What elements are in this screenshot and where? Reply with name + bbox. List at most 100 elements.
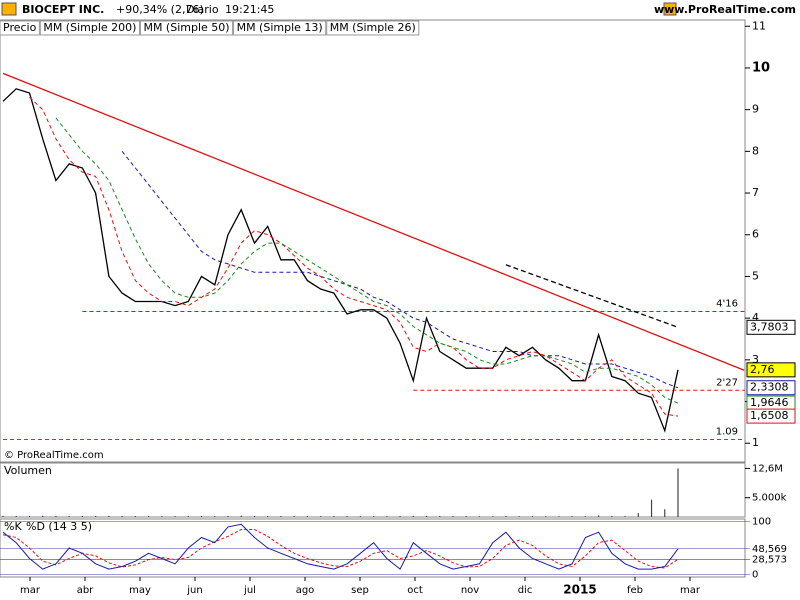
legend-box xyxy=(326,20,420,36)
volume-bar xyxy=(412,515,414,517)
volume-bar xyxy=(121,516,123,517)
volume-bar xyxy=(293,516,295,517)
volume-bar xyxy=(545,516,547,517)
period: Diario xyxy=(186,3,219,16)
value-box-label: 1,6508 xyxy=(750,409,789,422)
y-tick-label: 1 xyxy=(752,436,759,449)
moving-average xyxy=(29,96,679,417)
legend-box xyxy=(39,20,140,36)
volume-bar xyxy=(95,515,97,517)
site: www.ProRealTime.com xyxy=(654,3,796,16)
menu-icon[interactable] xyxy=(1,2,17,16)
volume-bar xyxy=(306,516,309,517)
window-button[interactable] xyxy=(663,2,677,16)
volume-bar xyxy=(320,516,322,517)
x-tick-label: abr xyxy=(77,585,94,596)
volume-bar xyxy=(637,513,639,517)
value-box-label: 2,3308 xyxy=(750,381,789,394)
volume-bar xyxy=(134,516,136,517)
volume-bar xyxy=(187,516,189,517)
volume-bar xyxy=(650,499,653,517)
value-box-label: 2,76 xyxy=(750,363,775,376)
y-tick-label: 8 xyxy=(752,144,759,157)
volume-bar xyxy=(108,515,110,517)
symbol: BIOCEPT INC. xyxy=(22,3,104,16)
y-tick-label: 0 xyxy=(752,569,758,580)
volume-bar xyxy=(280,516,282,517)
legend: Precio MM (Simple 200) MM (Simple 50) MM (S… xyxy=(0,20,420,36)
y-tick-label: 9 xyxy=(752,103,759,116)
x-tick-label: sep xyxy=(351,585,369,596)
volume-bar xyxy=(571,516,573,517)
trendline xyxy=(2,72,745,371)
volume-bar xyxy=(478,516,481,517)
panel-label: Volumen xyxy=(4,464,52,477)
y-tick-label: 7 xyxy=(752,186,759,199)
x-tick-label: jul xyxy=(243,585,256,596)
volume-bar xyxy=(28,516,31,517)
x-tick-label: nov xyxy=(461,585,479,596)
y-tick-label: 28,573 xyxy=(752,554,787,565)
volume-bar xyxy=(161,516,163,517)
volume-bar xyxy=(439,516,441,517)
price-line xyxy=(2,88,679,433)
y-tick-label: 10 xyxy=(752,60,770,75)
volume-bar xyxy=(597,515,600,517)
moving-average xyxy=(121,150,679,389)
value-box-label: 1,9646 xyxy=(750,396,789,409)
volume-bar xyxy=(42,515,44,517)
main-panel xyxy=(0,19,746,463)
moving-average xyxy=(55,117,679,404)
x-tick-label: ago xyxy=(296,585,315,596)
y-tick-label: 11 xyxy=(752,19,766,32)
volume-panel xyxy=(0,462,746,518)
watermark: © ProRealTime.com xyxy=(4,450,104,461)
legend-entry: MM (Simple 13) xyxy=(237,21,323,34)
x-tick-label: jun xyxy=(186,585,202,596)
volume-bar xyxy=(359,516,361,517)
stochastic-panel xyxy=(0,518,746,578)
volume-bar xyxy=(452,516,454,517)
y-tick-label: 3 xyxy=(752,353,759,366)
y-tick-label: 4 xyxy=(752,311,759,324)
value-box xyxy=(746,362,796,378)
volume-bar xyxy=(531,516,534,517)
volume-bar xyxy=(584,516,586,517)
volume-bar xyxy=(267,515,269,517)
volume-bar xyxy=(372,516,375,517)
volume-bar xyxy=(399,516,401,517)
volume-bar xyxy=(505,516,507,517)
volume-bar xyxy=(253,515,256,517)
volume-bar xyxy=(174,516,176,517)
panel-label: %D (14 3 5) xyxy=(26,520,92,533)
x-tick-label: dic xyxy=(518,585,533,596)
reference-label: 2'27 xyxy=(716,377,738,388)
legend-entry: MM (Simple 26) xyxy=(330,21,416,34)
x-tick-label: may xyxy=(129,585,151,596)
y-tick-label: 12,6M xyxy=(752,463,783,474)
legend-box xyxy=(139,20,234,36)
volume-bar xyxy=(55,515,57,517)
stochastic-d xyxy=(2,529,679,569)
reference-label: 4'16 xyxy=(716,298,738,309)
volume-bar xyxy=(492,516,494,517)
volume-bar xyxy=(68,516,70,517)
change: +90,34% (2,76) xyxy=(116,3,204,16)
y-tick-label: 5 xyxy=(752,269,759,282)
trendline xyxy=(505,264,679,328)
value-box-label: 3,7803 xyxy=(750,320,789,333)
volume-bar xyxy=(15,516,17,517)
value-box xyxy=(746,380,796,396)
volume-bar xyxy=(465,516,467,517)
x-tick-label: oct xyxy=(407,585,423,596)
panel-label: %K xyxy=(4,520,22,533)
x-tick-label: mar xyxy=(20,585,41,596)
x-tick-label: mar xyxy=(680,585,701,596)
stochastic-k xyxy=(2,523,679,570)
volume-bar xyxy=(558,516,560,517)
volume-bar xyxy=(333,516,335,517)
value-box xyxy=(746,319,796,335)
legend-box xyxy=(233,20,327,36)
y-tick-label: 48,569 xyxy=(752,544,787,555)
